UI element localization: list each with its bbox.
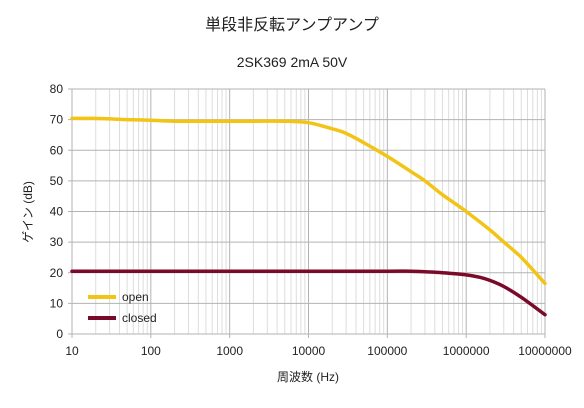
x-tick-label: 100 — [141, 344, 161, 358]
series-lines — [70, 116, 547, 317]
x-axis-label: 周波数 (Hz) — [277, 369, 339, 384]
y-tick-label: 20 — [50, 266, 64, 280]
x-tick-label: 1000000 — [443, 344, 490, 358]
series-line-open — [70, 116, 547, 286]
x-tick-label: 10000000 — [518, 344, 572, 358]
x-tick-label: 1000 — [216, 344, 243, 358]
y-tick-label: 80 — [50, 82, 64, 96]
x-tick-label: 10 — [65, 344, 79, 358]
x-tick-label: 100000 — [367, 344, 407, 358]
y-tick-label: 10 — [50, 296, 64, 310]
legend-label-open: open — [122, 290, 149, 304]
y-tick-label: 30 — [50, 235, 64, 249]
y-tick-label: 0 — [56, 327, 63, 341]
y-tick-label: 60 — [50, 143, 64, 157]
series-line-closed — [70, 269, 547, 317]
chart-title: 単段非反転アンプアンプ — [205, 16, 379, 34]
y-tick-label: 50 — [50, 174, 64, 188]
y-axis-label: ゲイン (dB) — [21, 181, 35, 243]
legend: open closed — [88, 290, 157, 325]
y-tick-label: 70 — [50, 113, 64, 127]
y-tick-label: 40 — [50, 205, 64, 219]
chart-subtitle: 2SK369 2mA 50V — [237, 54, 348, 70]
x-tick-label: 10000 — [292, 344, 326, 358]
legend-label-closed: closed — [122, 311, 157, 325]
